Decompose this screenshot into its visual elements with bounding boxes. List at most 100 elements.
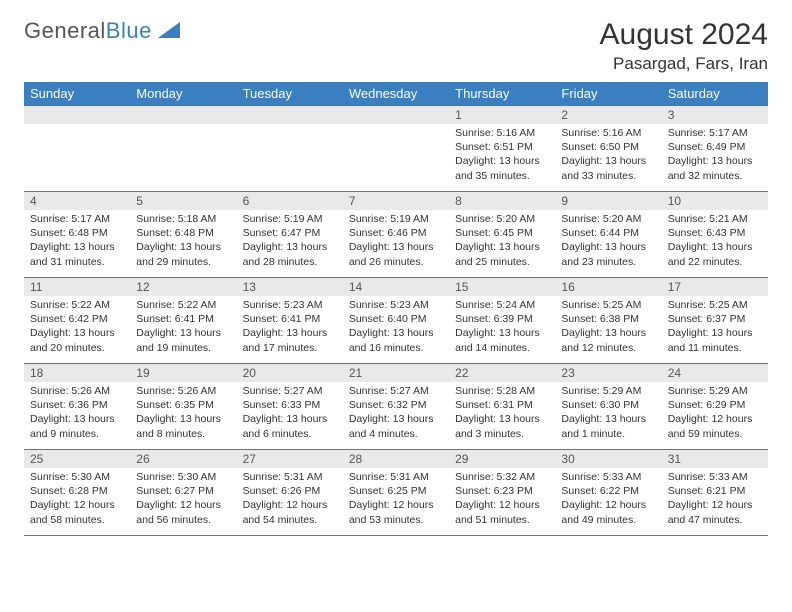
calendar-table: SundayMondayTuesdayWednesdayThursdayFrid… bbox=[24, 82, 768, 536]
day-header: Friday bbox=[555, 82, 661, 106]
day-details: Sunrise: 5:22 AMSunset: 6:42 PMDaylight:… bbox=[24, 296, 130, 359]
calendar-week: 4Sunrise: 5:17 AMSunset: 6:48 PMDaylight… bbox=[24, 192, 768, 278]
calendar-cell: 28Sunrise: 5:31 AMSunset: 6:25 PMDayligh… bbox=[343, 450, 449, 536]
day-details: Sunrise: 5:30 AMSunset: 6:28 PMDaylight:… bbox=[24, 468, 130, 531]
calendar-cell: 6Sunrise: 5:19 AMSunset: 6:47 PMDaylight… bbox=[237, 192, 343, 278]
day-number: 24 bbox=[662, 364, 768, 382]
day-number: 29 bbox=[449, 450, 555, 468]
day-header: Saturday bbox=[662, 82, 768, 106]
calendar-cell: 24Sunrise: 5:29 AMSunset: 6:29 PMDayligh… bbox=[662, 364, 768, 450]
day-details: Sunrise: 5:32 AMSunset: 6:23 PMDaylight:… bbox=[449, 468, 555, 531]
day-number: 30 bbox=[555, 450, 661, 468]
day-details: Sunrise: 5:21 AMSunset: 6:43 PMDaylight:… bbox=[662, 210, 768, 273]
day-number: 13 bbox=[237, 278, 343, 296]
calendar-cell: 22Sunrise: 5:28 AMSunset: 6:31 PMDayligh… bbox=[449, 364, 555, 450]
day-details: Sunrise: 5:30 AMSunset: 6:27 PMDaylight:… bbox=[130, 468, 236, 531]
calendar-cell: 31Sunrise: 5:33 AMSunset: 6:21 PMDayligh… bbox=[662, 450, 768, 536]
calendar-cell: 25Sunrise: 5:30 AMSunset: 6:28 PMDayligh… bbox=[24, 450, 130, 536]
day-number bbox=[237, 106, 343, 124]
day-details: Sunrise: 5:31 AMSunset: 6:25 PMDaylight:… bbox=[343, 468, 449, 531]
page-title: August 2024 bbox=[600, 18, 768, 52]
day-header: Monday bbox=[130, 82, 236, 106]
day-number: 1 bbox=[449, 106, 555, 124]
calendar-cell: 19Sunrise: 5:26 AMSunset: 6:35 PMDayligh… bbox=[130, 364, 236, 450]
day-details: Sunrise: 5:22 AMSunset: 6:41 PMDaylight:… bbox=[130, 296, 236, 359]
calendar-cell: 27Sunrise: 5:31 AMSunset: 6:26 PMDayligh… bbox=[237, 450, 343, 536]
calendar-cell: 12Sunrise: 5:22 AMSunset: 6:41 PMDayligh… bbox=[130, 278, 236, 364]
day-number: 23 bbox=[555, 364, 661, 382]
calendar-cell: 14Sunrise: 5:23 AMSunset: 6:40 PMDayligh… bbox=[343, 278, 449, 364]
calendar-cell bbox=[130, 106, 236, 192]
calendar-week: 25Sunrise: 5:30 AMSunset: 6:28 PMDayligh… bbox=[24, 450, 768, 536]
day-details: Sunrise: 5:20 AMSunset: 6:44 PMDaylight:… bbox=[555, 210, 661, 273]
day-number: 21 bbox=[343, 364, 449, 382]
day-number: 12 bbox=[130, 278, 236, 296]
day-details: Sunrise: 5:33 AMSunset: 6:21 PMDaylight:… bbox=[662, 468, 768, 531]
day-details: Sunrise: 5:27 AMSunset: 6:32 PMDaylight:… bbox=[343, 382, 449, 445]
day-number: 31 bbox=[662, 450, 768, 468]
calendar-cell: 1Sunrise: 5:16 AMSunset: 6:51 PMDaylight… bbox=[449, 106, 555, 192]
day-number: 18 bbox=[24, 364, 130, 382]
calendar-cell: 15Sunrise: 5:24 AMSunset: 6:39 PMDayligh… bbox=[449, 278, 555, 364]
day-details: Sunrise: 5:20 AMSunset: 6:45 PMDaylight:… bbox=[449, 210, 555, 273]
day-details: Sunrise: 5:28 AMSunset: 6:31 PMDaylight:… bbox=[449, 382, 555, 445]
day-details: Sunrise: 5:29 AMSunset: 6:29 PMDaylight:… bbox=[662, 382, 768, 445]
calendar-week: 1Sunrise: 5:16 AMSunset: 6:51 PMDaylight… bbox=[24, 106, 768, 192]
calendar-cell: 10Sunrise: 5:21 AMSunset: 6:43 PMDayligh… bbox=[662, 192, 768, 278]
calendar-cell: 2Sunrise: 5:16 AMSunset: 6:50 PMDaylight… bbox=[555, 106, 661, 192]
day-details: Sunrise: 5:16 AMSunset: 6:50 PMDaylight:… bbox=[555, 124, 661, 187]
day-details: Sunrise: 5:16 AMSunset: 6:51 PMDaylight:… bbox=[449, 124, 555, 187]
day-header: Thursday bbox=[449, 82, 555, 106]
day-number: 20 bbox=[237, 364, 343, 382]
day-number: 27 bbox=[237, 450, 343, 468]
calendar-cell: 21Sunrise: 5:27 AMSunset: 6:32 PMDayligh… bbox=[343, 364, 449, 450]
header: GeneralBlue August 2024 Pasargad, Fars, … bbox=[24, 18, 768, 74]
day-header: Tuesday bbox=[237, 82, 343, 106]
day-number bbox=[24, 106, 130, 124]
calendar-cell: 20Sunrise: 5:27 AMSunset: 6:33 PMDayligh… bbox=[237, 364, 343, 450]
calendar-cell: 3Sunrise: 5:17 AMSunset: 6:49 PMDaylight… bbox=[662, 106, 768, 192]
day-details: Sunrise: 5:24 AMSunset: 6:39 PMDaylight:… bbox=[449, 296, 555, 359]
day-details: Sunrise: 5:23 AMSunset: 6:41 PMDaylight:… bbox=[237, 296, 343, 359]
day-number: 22 bbox=[449, 364, 555, 382]
day-details: Sunrise: 5:25 AMSunset: 6:38 PMDaylight:… bbox=[555, 296, 661, 359]
day-number: 15 bbox=[449, 278, 555, 296]
calendar-week: 18Sunrise: 5:26 AMSunset: 6:36 PMDayligh… bbox=[24, 364, 768, 450]
calendar-cell: 8Sunrise: 5:20 AMSunset: 6:45 PMDaylight… bbox=[449, 192, 555, 278]
logo: GeneralBlue bbox=[24, 18, 184, 44]
calendar-cell: 13Sunrise: 5:23 AMSunset: 6:41 PMDayligh… bbox=[237, 278, 343, 364]
day-details: Sunrise: 5:31 AMSunset: 6:26 PMDaylight:… bbox=[237, 468, 343, 531]
day-details: Sunrise: 5:17 AMSunset: 6:49 PMDaylight:… bbox=[662, 124, 768, 187]
day-number: 3 bbox=[662, 106, 768, 124]
title-block: August 2024 Pasargad, Fars, Iran bbox=[600, 18, 768, 74]
logo-text-2: Blue bbox=[106, 18, 152, 43]
day-number: 28 bbox=[343, 450, 449, 468]
day-number: 6 bbox=[237, 192, 343, 210]
calendar-week: 11Sunrise: 5:22 AMSunset: 6:42 PMDayligh… bbox=[24, 278, 768, 364]
calendar-cell: 23Sunrise: 5:29 AMSunset: 6:30 PMDayligh… bbox=[555, 364, 661, 450]
day-number: 25 bbox=[24, 450, 130, 468]
day-number: 11 bbox=[24, 278, 130, 296]
location-text: Pasargad, Fars, Iran bbox=[600, 54, 768, 74]
day-number bbox=[130, 106, 236, 124]
day-header: Sunday bbox=[24, 82, 130, 106]
calendar-cell: 29Sunrise: 5:32 AMSunset: 6:23 PMDayligh… bbox=[449, 450, 555, 536]
logo-icon bbox=[158, 20, 184, 43]
day-header-row: SundayMondayTuesdayWednesdayThursdayFrid… bbox=[24, 82, 768, 106]
day-details: Sunrise: 5:25 AMSunset: 6:37 PMDaylight:… bbox=[662, 296, 768, 359]
calendar-cell: 4Sunrise: 5:17 AMSunset: 6:48 PMDaylight… bbox=[24, 192, 130, 278]
day-number: 16 bbox=[555, 278, 661, 296]
day-details: Sunrise: 5:26 AMSunset: 6:35 PMDaylight:… bbox=[130, 382, 236, 445]
calendar-cell: 17Sunrise: 5:25 AMSunset: 6:37 PMDayligh… bbox=[662, 278, 768, 364]
calendar-cell bbox=[237, 106, 343, 192]
day-details: Sunrise: 5:19 AMSunset: 6:47 PMDaylight:… bbox=[237, 210, 343, 273]
logo-text-1: General bbox=[24, 18, 106, 43]
calendar-cell: 5Sunrise: 5:18 AMSunset: 6:48 PMDaylight… bbox=[130, 192, 236, 278]
day-number: 17 bbox=[662, 278, 768, 296]
day-number: 19 bbox=[130, 364, 236, 382]
day-details: Sunrise: 5:26 AMSunset: 6:36 PMDaylight:… bbox=[24, 382, 130, 445]
day-number: 8 bbox=[449, 192, 555, 210]
day-number: 5 bbox=[130, 192, 236, 210]
day-number: 2 bbox=[555, 106, 661, 124]
calendar-body: 1Sunrise: 5:16 AMSunset: 6:51 PMDaylight… bbox=[24, 106, 768, 536]
